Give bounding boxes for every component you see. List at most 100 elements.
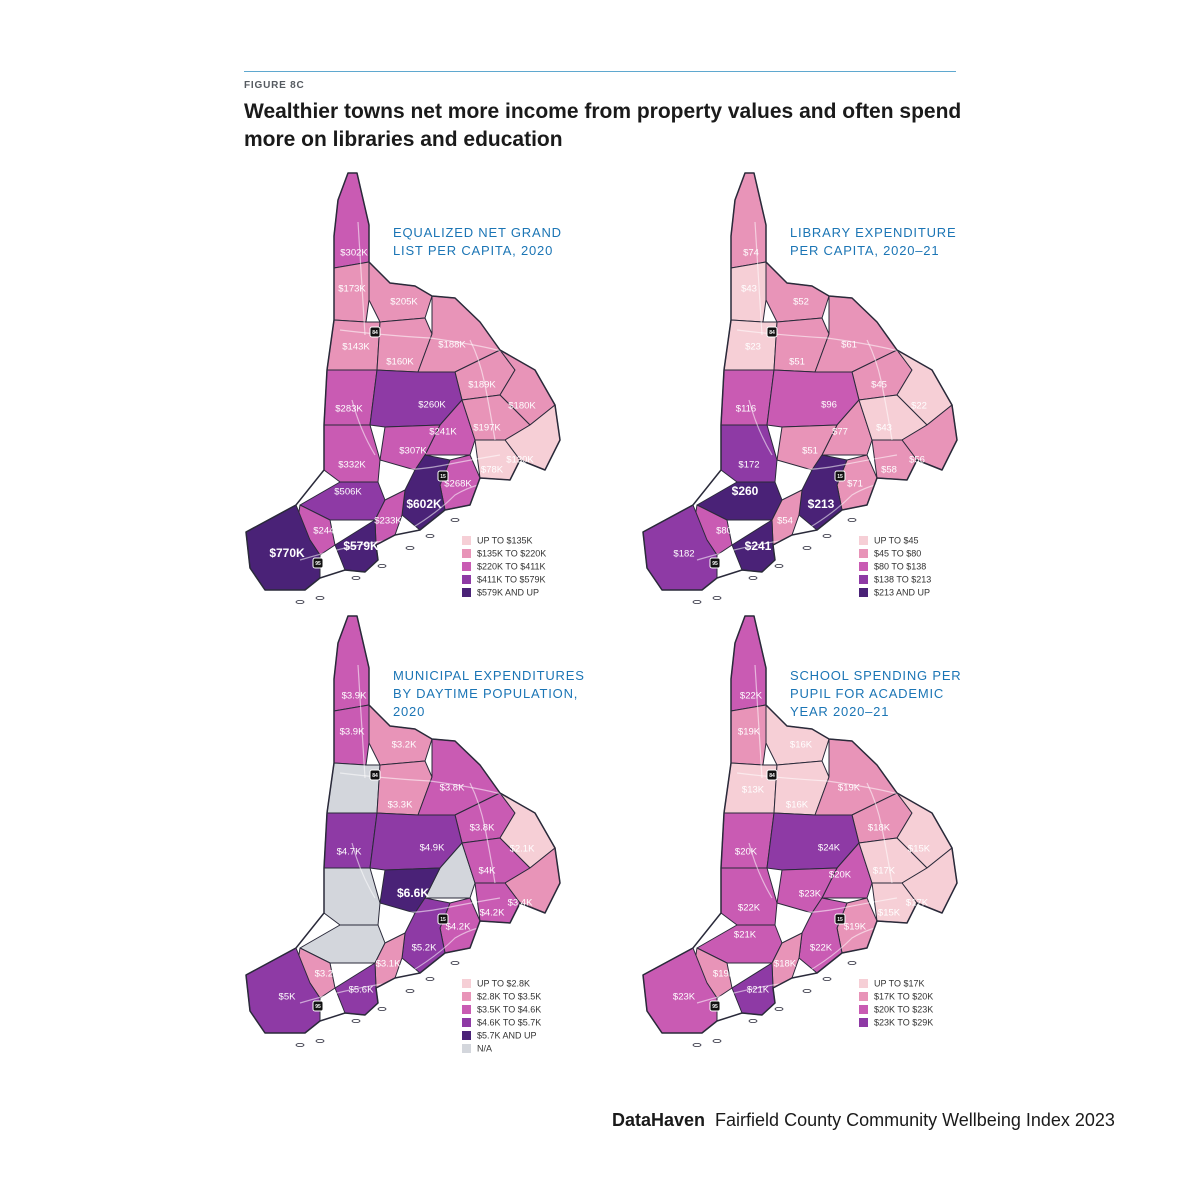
map-title-line: YEAR 2020–21: [790, 704, 889, 719]
town-value-label: $54: [777, 516, 793, 527]
island-shape: [822, 534, 832, 539]
map-title-line: MUNICIPAL EXPENDITURES: [393, 668, 585, 683]
town-value-label: $71: [847, 479, 863, 490]
highway-shield-number: 15: [440, 917, 446, 923]
legend-swatch: [859, 1018, 868, 1027]
town-value-label: $233K: [374, 516, 402, 527]
town-value-label: $241K: [429, 427, 457, 438]
map-legend: UP TO $17K $17K TO $20K $20K TO $23K $23K T…: [859, 979, 933, 1028]
town-value-label: $173K: [338, 284, 366, 295]
town-value-label: $172: [738, 460, 759, 471]
town-value-label: $260: [732, 484, 759, 498]
highway-line: [394, 897, 501, 914]
map-title: LIBRARY EXPENDITURE PER CAPITA, 2020–21: [790, 225, 956, 258]
town-value-label: $5.2K: [412, 943, 437, 954]
island-shape: [450, 518, 460, 523]
town-value-label: $3.1K: [376, 959, 401, 970]
town-value-label: $21K: [747, 985, 770, 996]
town-value-label: $197K: [473, 423, 501, 434]
highway-shield-number: 84: [769, 330, 775, 336]
map-legend: UP TO $2.8K $2.8K TO $3.5K $3.5K TO $4.6K $…: [462, 979, 541, 1054]
legend-label: $4.6K TO $5.7K: [477, 1018, 541, 1028]
map-legend: UP TO $135K $135K TO $220K $220K TO $411K $…: [462, 536, 546, 598]
figure-label: FIGURE 8C: [244, 80, 305, 91]
island-shape: [405, 546, 415, 551]
legend-swatch: [462, 979, 471, 988]
town-value-label: $16K: [790, 740, 813, 751]
highway-line: [351, 399, 376, 456]
highway-line: [299, 922, 516, 1004]
legend-label: $20K TO $23K: [874, 1005, 933, 1015]
island-shape: [822, 977, 832, 982]
highway-shield-number: 84: [372, 773, 378, 779]
highway-line: [696, 479, 913, 561]
town-value-label: $20K: [829, 870, 852, 881]
town-value-label: $19K: [738, 727, 761, 738]
legend-swatch: [462, 536, 471, 545]
highway-line: [748, 842, 773, 899]
legend-label: $17K TO $20K: [874, 992, 933, 1002]
town-value-label: $332K: [338, 460, 366, 471]
town-area: [720, 812, 775, 869]
map-legend: UP TO $45 $45 TO $80 $80 TO $138 $138 TO $2…: [859, 536, 931, 598]
town-value-label: $182: [673, 549, 694, 560]
town-value-label: $3.2K: [392, 740, 417, 751]
highway-shield-number: 84: [372, 330, 378, 336]
map-panel-3: MUNICIPAL EXPENDITURES BY DAYTIME POPULAT…: [245, 615, 585, 1054]
town-value-label: $19K: [844, 922, 867, 933]
town-value-label: $23K: [673, 992, 696, 1003]
town-value-label: $24K: [818, 843, 841, 854]
map-title: EQUALIZED NET GRAND LIST PER CAPITA, 2020: [393, 225, 562, 258]
town-value-label: $160K: [386, 357, 414, 368]
island-shape: [847, 961, 857, 966]
town-value-label: $6.6K: [397, 886, 429, 900]
island-shape: [377, 1007, 387, 1012]
town-area: [720, 369, 775, 426]
island-shape: [295, 600, 305, 605]
island-shape: [712, 596, 722, 601]
legend-label: UP TO $135K: [477, 536, 533, 546]
highway-line: [696, 922, 913, 1004]
town-value-label: $23: [745, 342, 761, 353]
legend-swatch: [462, 992, 471, 1001]
town-value-label: $77: [832, 427, 848, 438]
town-area: [720, 424, 778, 483]
legend-swatch: [859, 588, 868, 597]
town-area: [720, 867, 778, 926]
highway-shield-number: 95: [712, 1004, 718, 1010]
highway-line: [736, 329, 903, 353]
island-shape: [748, 576, 758, 581]
footer: DataHaven Fairfield County Community Well…: [612, 1110, 1115, 1131]
town-value-label: $56: [909, 455, 925, 466]
map-panel-4: SCHOOL SPENDING PER PUPIL FOR ACADEMIC YEA…: [642, 615, 961, 1048]
town-value-label: $3.2K: [315, 969, 340, 980]
map-title-line: BY DAYTIME POPULATION,: [393, 686, 578, 701]
town-value-label: $96: [821, 400, 837, 411]
town-value-label: $43: [741, 284, 757, 295]
island-shape: [315, 596, 325, 601]
town-value-label: $213: [808, 497, 835, 511]
island-shape: [748, 1019, 758, 1024]
town-area: [323, 369, 378, 426]
map-title-line: LIBRARY EXPENDITURE: [790, 225, 956, 240]
legend-swatch: [859, 562, 868, 571]
highway-line: [736, 772, 903, 796]
highway-line: [357, 221, 366, 336]
town-value-label: $80: [716, 526, 732, 537]
town-value-label: $188K: [438, 340, 466, 351]
town-value-label: $19K: [838, 783, 861, 794]
town-value-label: $45: [871, 380, 887, 391]
highway-shield-number: 95: [315, 1004, 321, 1010]
interstate-95-shield: 95: [312, 1000, 324, 1012]
route-15-shield: 15: [834, 470, 846, 482]
county-outline: [245, 615, 561, 1034]
map-title-line: EQUALIZED NET GRAND: [393, 225, 562, 240]
legend-label: $579K AND UP: [477, 588, 539, 598]
legend-swatch: [859, 979, 868, 988]
town-value-label: $189K: [468, 380, 496, 391]
town-area: [323, 424, 381, 483]
town-value-label: $302K: [340, 248, 368, 259]
town-value-label: $22K: [810, 943, 833, 954]
interstate-84-shield: 84: [766, 769, 778, 781]
